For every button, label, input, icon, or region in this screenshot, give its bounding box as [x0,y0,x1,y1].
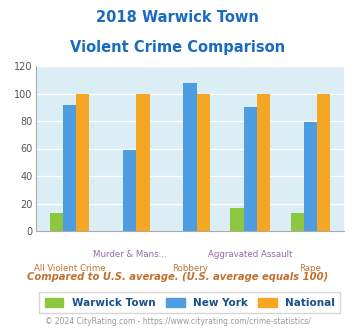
Text: © 2024 CityRating.com - https://www.cityrating.com/crime-statistics/: © 2024 CityRating.com - https://www.city… [45,317,310,326]
Bar [304,122,317,231]
Bar [50,213,63,231]
Legend: Warwick Town, New York, National: Warwick Town, New York, National [39,292,340,313]
Bar [244,107,257,231]
Text: All Violent Crime: All Violent Crime [34,264,105,273]
Text: Rape: Rape [300,264,321,273]
Text: Violent Crime Comparison: Violent Crime Comparison [70,40,285,54]
Bar [230,208,244,231]
Bar [63,105,76,231]
Bar [136,93,149,231]
Text: 2018 Warwick Town: 2018 Warwick Town [96,10,259,25]
Text: Robbery: Robbery [172,264,208,273]
Bar [290,213,304,231]
Bar [197,93,210,231]
Text: Aggravated Assault: Aggravated Assault [208,250,293,259]
Bar [123,150,136,231]
Bar [257,93,270,231]
Bar [76,93,89,231]
Bar [183,82,197,231]
Text: Compared to U.S. average. (U.S. average equals 100): Compared to U.S. average. (U.S. average … [27,272,328,282]
Bar [317,93,330,231]
Text: Murder & Mans...: Murder & Mans... [93,250,166,259]
